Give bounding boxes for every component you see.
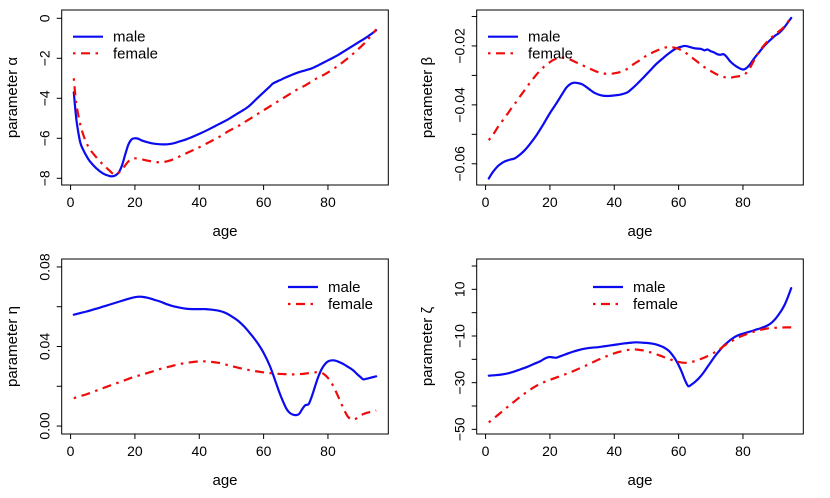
y-tick-label: −50 [452, 417, 468, 441]
plot-border [476, 258, 804, 435]
x-axis-label: age [212, 223, 237, 240]
legend-label-male: male [633, 279, 666, 296]
x-axis-label: age [627, 472, 652, 489]
chart-alpha: 0 20 40 60 80 0 −2 −4 −6 −8 age parameter α malefema… [4, 9, 389, 240]
x-tick-label: 80 [320, 443, 336, 459]
panel-eta: 0 20 40 60 80 0.00 0.04 0.08 age parameter η male f… [0, 249, 415, 498]
female-line [487, 15, 793, 141]
x-tick-label: 20 [542, 443, 558, 459]
x-tick-label: 80 [735, 194, 751, 210]
x-tick-label: 20 [127, 194, 143, 210]
x-tick-label: 60 [671, 194, 687, 210]
x-tick-label: 20 [127, 443, 143, 459]
y-axis-label: parameter β [419, 57, 436, 139]
x-tick-label: 0 [482, 194, 490, 210]
x-axis-label: age [212, 472, 237, 489]
y-tick-label: −8 [37, 170, 53, 186]
y-axis-label: parameter η [4, 306, 21, 387]
legend-label-male: male [113, 29, 146, 46]
x-tick-label: 0 [67, 443, 75, 459]
y-tick-label: 0.00 [37, 412, 53, 439]
x-tick-label: 0 [482, 443, 490, 459]
x-tick-label: 60 [256, 443, 272, 459]
legend-label-female: female [528, 45, 573, 62]
plot-border [61, 9, 389, 186]
chart-beta: 0 20 40 60 80 −0.02 −0.04 −0.06 age parameter β ma… [419, 9, 804, 240]
legend-label-male: male [528, 29, 561, 46]
x-tick-label: 60 [256, 194, 272, 210]
chart-eta: 0 20 40 60 80 0.00 0.04 0.08 age parameter η malef… [4, 253, 389, 489]
y-tick-label: −4 [37, 90, 53, 106]
y-tick-label: −0.02 [452, 28, 468, 64]
legend-label-female: female [633, 296, 678, 313]
x-tick-label: 80 [735, 443, 751, 459]
male-line [72, 29, 378, 178]
y-tick-label: 0.08 [37, 253, 53, 280]
male-line [487, 16, 793, 180]
y-tick-label: 0.04 [37, 333, 53, 360]
y-axis-label: parameter α [4, 57, 21, 139]
panel-alpha: 0 20 40 60 80 0 −2 −4 −6 −8 age parameter α male fema… [0, 0, 415, 249]
female-line [73, 360, 377, 421]
y-tick-label: −30 [452, 371, 468, 395]
y-tick-label: 0 [37, 14, 53, 22]
legend-label-female: female [328, 296, 373, 313]
x-tick-label: 40 [606, 443, 622, 459]
x-tick-label: 40 [191, 194, 207, 210]
x-tick-label: 60 [671, 443, 687, 459]
female-line [72, 28, 378, 176]
y-tick-label: −2 [37, 50, 53, 66]
y-tick-label: 10 [452, 281, 468, 297]
x-tick-label: 20 [542, 194, 558, 210]
x-tick-label: 0 [67, 194, 75, 210]
panel-beta: 0 20 40 60 80 −0.02 −0.04 −0.06 age parameter β ma… [415, 0, 830, 249]
y-tick-label: −0.04 [452, 87, 468, 123]
legend-label-female: female [113, 45, 158, 62]
y-tick-label: −0.06 [452, 146, 468, 182]
male-line [487, 287, 793, 388]
x-tick-label: 40 [606, 194, 622, 210]
chart-zeta: 0 20 40 60 80 10 −10 −30 −50 age parameter ζ malefe… [419, 258, 804, 489]
panel-zeta: 0 20 40 60 80 10 −10 −30 −50 age parameter ζ male fe… [415, 249, 830, 498]
y-tick-label: −6 [37, 130, 53, 146]
male-line [72, 295, 378, 417]
x-axis-label: age [627, 223, 652, 240]
plot-border [476, 9, 804, 186]
legend-label-male: male [328, 279, 361, 296]
x-tick-label: 80 [320, 194, 336, 210]
y-axis-label: parameter ζ [419, 307, 436, 387]
y-tick-label: −10 [452, 324, 468, 348]
x-tick-label: 40 [191, 443, 207, 459]
female-line [488, 326, 792, 424]
